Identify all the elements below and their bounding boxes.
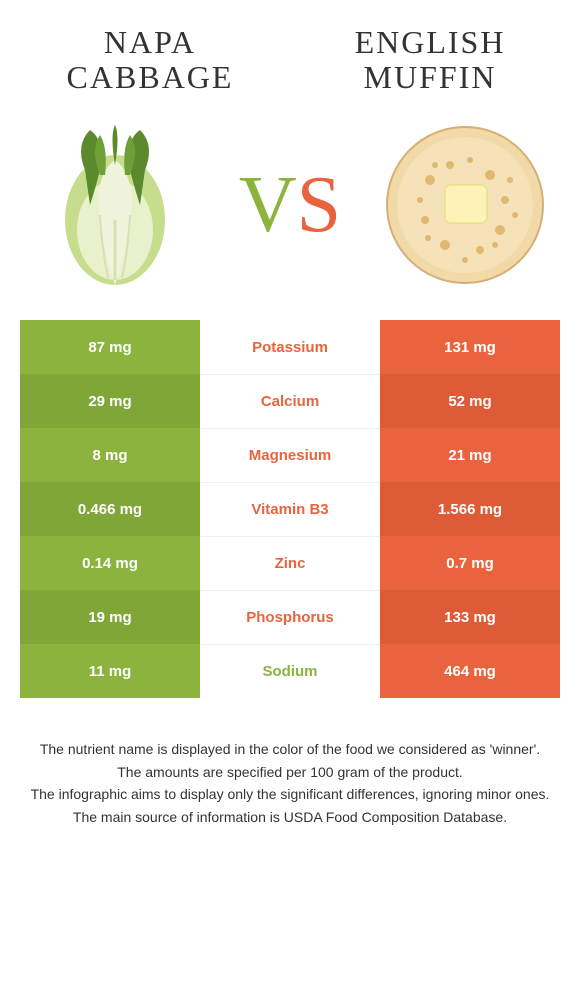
footer-notes: The nutrient name is displayed in the co… bbox=[0, 698, 580, 828]
nutrient-row: 0.466 mgVitamin B31.566 mg bbox=[20, 482, 560, 536]
vs-s: S bbox=[297, 160, 342, 251]
nutrient-right-value: 133 mg bbox=[380, 590, 560, 644]
nutrient-left-value: 0.466 mg bbox=[20, 482, 200, 536]
footer-line: The nutrient name is displayed in the co… bbox=[25, 738, 555, 760]
nutrient-row: 19 mgPhosphorus133 mg bbox=[20, 590, 560, 644]
nutrient-right-value: 1.566 mg bbox=[380, 482, 560, 536]
nutrient-label: Calcium bbox=[200, 374, 380, 428]
food-left-title: Napa cabbage bbox=[50, 25, 250, 95]
nutrient-label: Vitamin B3 bbox=[200, 482, 380, 536]
napa-cabbage-icon bbox=[30, 120, 200, 290]
nutrient-row: 11 mgSodium464 mg bbox=[20, 644, 560, 698]
nutrient-right-value: 464 mg bbox=[380, 644, 560, 698]
images-row: VS bbox=[0, 105, 580, 320]
food-right-title: English muffin bbox=[330, 25, 530, 95]
vs-label: VS bbox=[239, 160, 341, 251]
nutrient-left-value: 8 mg bbox=[20, 428, 200, 482]
nutrient-label: Sodium bbox=[200, 644, 380, 698]
nutrient-left-value: 87 mg bbox=[20, 320, 200, 374]
footer-line: The main source of information is USDA F… bbox=[25, 806, 555, 828]
nutrient-label: Phosphorus bbox=[200, 590, 380, 644]
nutrient-right-value: 0.7 mg bbox=[380, 536, 560, 590]
nutrient-label: Zinc bbox=[200, 536, 380, 590]
nutrient-left-value: 11 mg bbox=[20, 644, 200, 698]
nutrient-right-value: 52 mg bbox=[380, 374, 560, 428]
nutrient-left-value: 29 mg bbox=[20, 374, 200, 428]
nutrient-row: 0.14 mgZinc0.7 mg bbox=[20, 536, 560, 590]
nutrient-left-value: 19 mg bbox=[20, 590, 200, 644]
vs-v: V bbox=[239, 160, 297, 251]
nutrient-row: 8 mgMagnesium21 mg bbox=[20, 428, 560, 482]
nutrient-row: 29 mgCalcium52 mg bbox=[20, 374, 560, 428]
nutrient-left-value: 0.14 mg bbox=[20, 536, 200, 590]
english-muffin-icon bbox=[380, 120, 550, 290]
nutrient-label: Potassium bbox=[200, 320, 380, 374]
nutrient-row: 87 mgPotassium131 mg bbox=[20, 320, 560, 374]
footer-line: The infographic aims to display only the… bbox=[25, 783, 555, 805]
header: Napa cabbage English muffin bbox=[0, 0, 580, 105]
nutrient-label: Magnesium bbox=[200, 428, 380, 482]
nutrient-right-value: 131 mg bbox=[380, 320, 560, 374]
nutrient-table: 87 mgPotassium131 mg29 mgCalcium52 mg8 m… bbox=[20, 320, 560, 698]
footer-line: The amounts are specified per 100 gram o… bbox=[25, 761, 555, 783]
nutrient-right-value: 21 mg bbox=[380, 428, 560, 482]
